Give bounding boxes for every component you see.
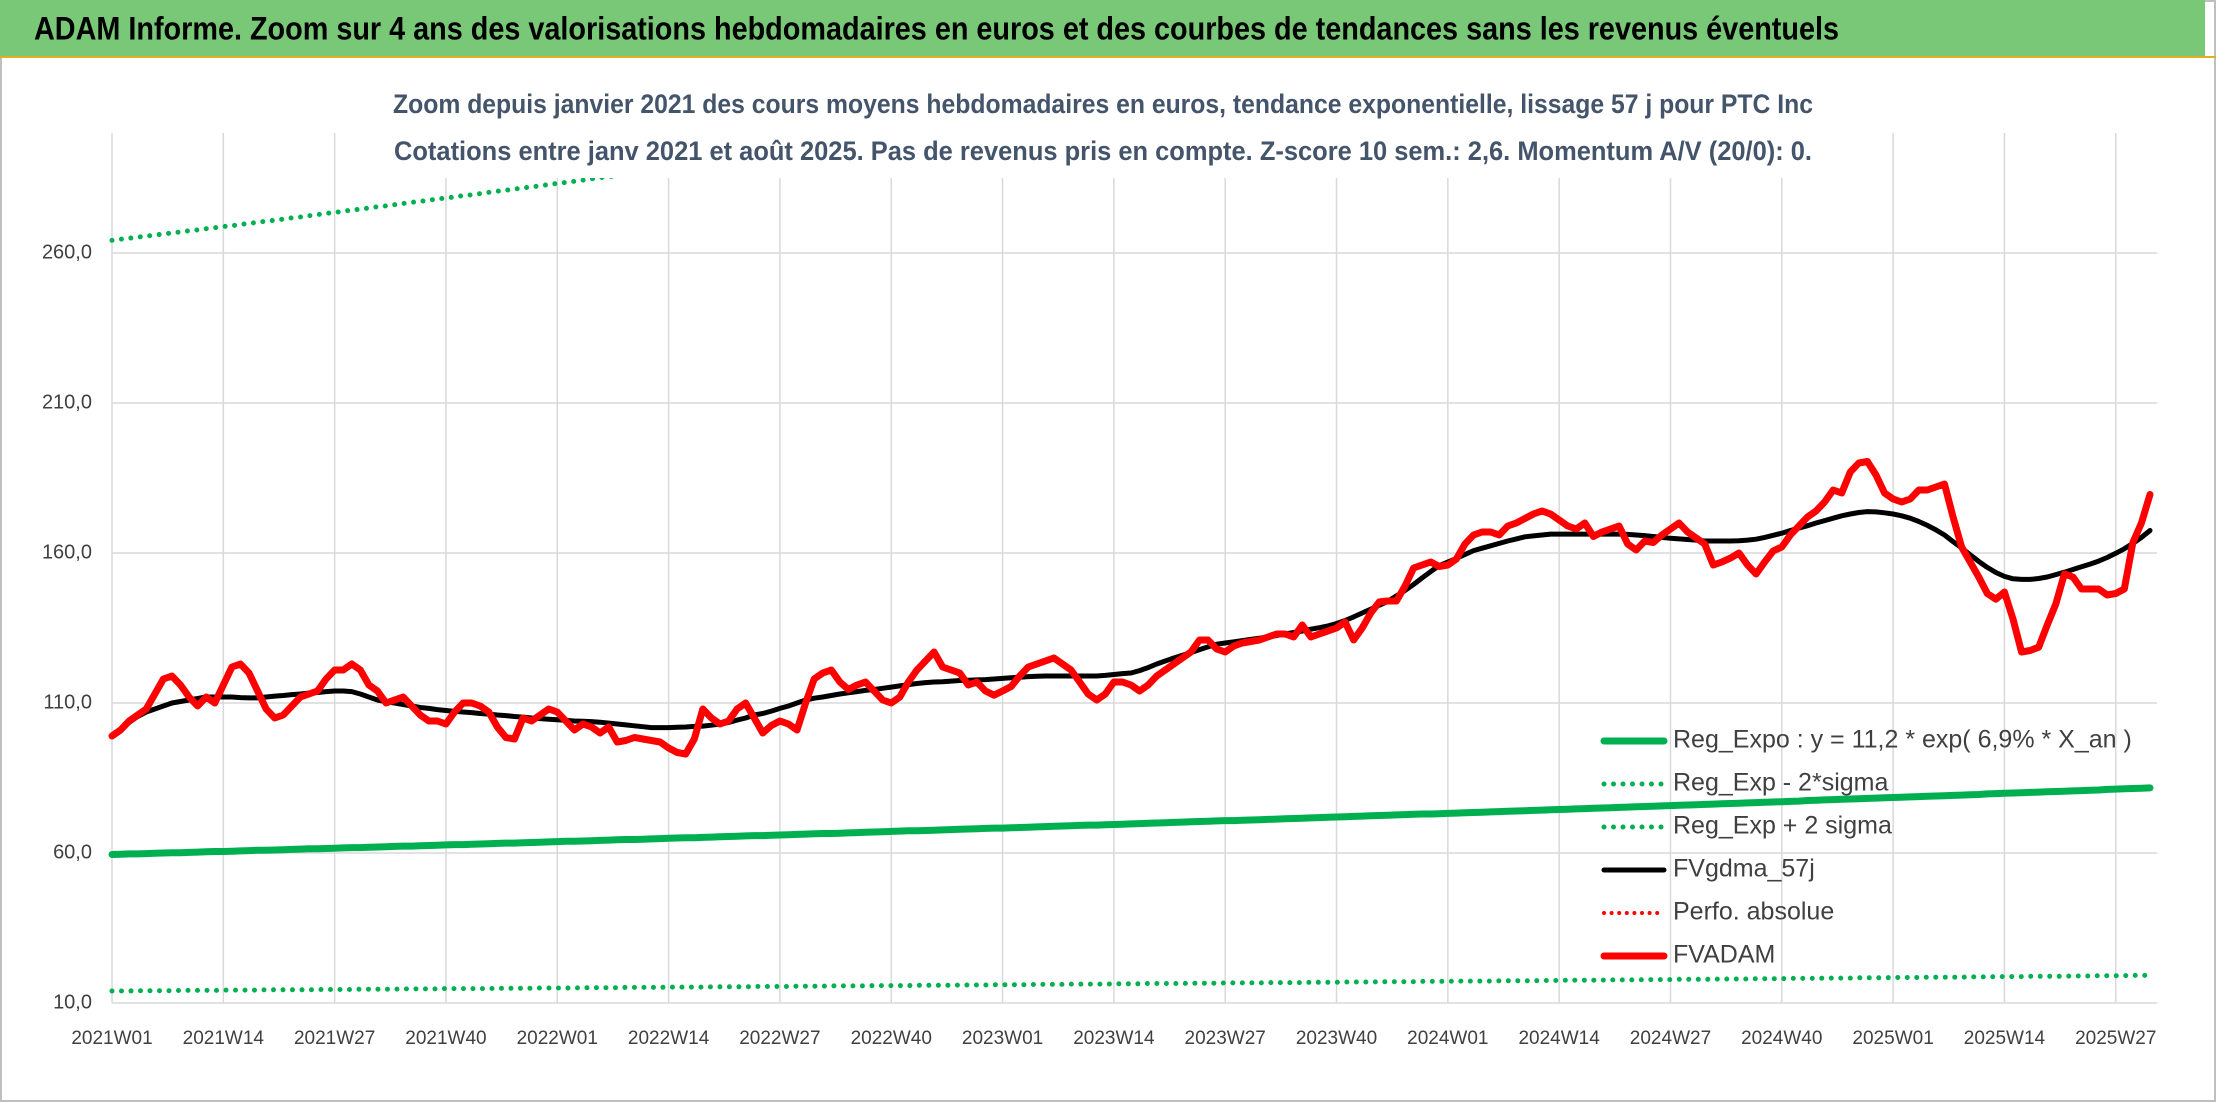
x-tick-label: 2023W27 bbox=[1185, 1028, 1266, 1049]
x-tick-label: 2021W27 bbox=[294, 1028, 375, 1049]
plot bbox=[108, 133, 2154, 994]
x-tick-label: 2023W01 bbox=[962, 1028, 1043, 1049]
y-tick-label: 10,0 bbox=[53, 991, 92, 1013]
legend-label: Reg_Expo : y = 11,2 * exp( 6,9% * X_an ) bbox=[1673, 726, 2132, 754]
title-box bbox=[385, 82, 1821, 178]
x-tick-label: 2022W01 bbox=[517, 1028, 598, 1049]
x-tick-label: 2023W14 bbox=[1073, 1028, 1155, 1049]
x-tick-label: 2022W27 bbox=[739, 1028, 820, 1049]
y-tick-label: 210,0 bbox=[42, 391, 92, 413]
x-tick-label: 2021W01 bbox=[71, 1028, 152, 1049]
x-tick-label: 2024W01 bbox=[1407, 1028, 1488, 1049]
chart-subtitle: Cotations entre janv 2021 et août 2025. … bbox=[394, 136, 1812, 166]
x-tick-label: 2022W14 bbox=[628, 1028, 710, 1049]
x-tick-label: 2022W40 bbox=[851, 1028, 932, 1049]
legend-label: Perfo. absolue bbox=[1673, 898, 1834, 926]
series-line bbox=[108, 458, 2154, 758]
y-tick-label: 110,0 bbox=[43, 691, 92, 713]
legend-label: Reg_Exp - 2*sigma bbox=[1673, 769, 1888, 797]
y-tick-label: 60,0 bbox=[53, 841, 92, 863]
legend: Reg_Expo : y = 11,2 * exp( 6,9% * X_an )… bbox=[1600, 726, 2132, 969]
x-tick-label: 2024W40 bbox=[1741, 1028, 1822, 1049]
header-bar bbox=[0, 0, 2205, 57]
y-tick-label: 160,0 bbox=[42, 541, 92, 563]
x-tick-label: 2024W14 bbox=[1518, 1028, 1600, 1049]
y-tick-label: 260,0 bbox=[42, 241, 92, 263]
x-tick-label: 2021W14 bbox=[183, 1028, 265, 1049]
x-tick-label: 2025W27 bbox=[2075, 1028, 2156, 1049]
x-tick-label: 2025W14 bbox=[1964, 1028, 2046, 1049]
x-tick-label: 2023W40 bbox=[1296, 1028, 1377, 1049]
grid: 10,0 60,0 110,0 160,0 210,0 260,0 2021W01 2021W… bbox=[42, 133, 2157, 1049]
x-tick-label: 2025W01 bbox=[1852, 1028, 1933, 1049]
series-line bbox=[109, 972, 2153, 994]
legend-label: Reg_Exp + 2 sigma bbox=[1673, 812, 1892, 840]
legend-label: FVADAM bbox=[1673, 941, 1775, 969]
chart-title: Zoom depuis janvier 2021 des cours moyen… bbox=[393, 89, 1813, 119]
x-tick-label: 2024W27 bbox=[1630, 1028, 1711, 1049]
x-tick-label: 2021W40 bbox=[405, 1028, 486, 1049]
header-title: ADAM Informe. Zoom sur 4 ans des valoris… bbox=[34, 10, 1839, 46]
series-line bbox=[109, 133, 948, 243]
legend-label: FVgdma_57j bbox=[1673, 855, 1815, 883]
series-line bbox=[108, 784, 2154, 858]
